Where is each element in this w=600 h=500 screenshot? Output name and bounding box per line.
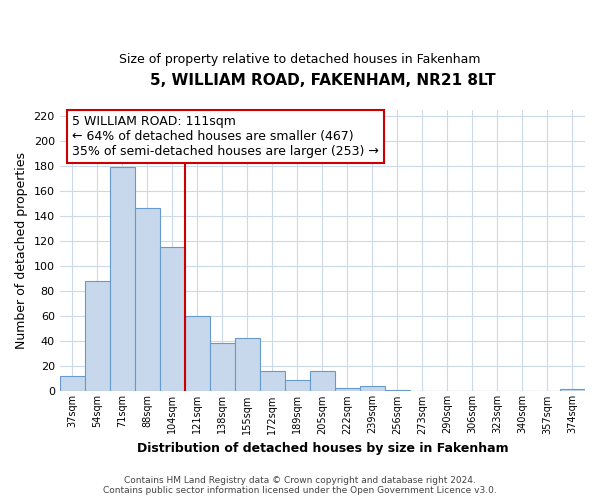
Bar — [260, 372, 285, 392]
Bar — [135, 208, 160, 392]
Text: Contains HM Land Registry data © Crown copyright and database right 2024.
Contai: Contains HM Land Registry data © Crown c… — [103, 476, 497, 495]
X-axis label: Distribution of detached houses by size in Fakenham: Distribution of detached houses by size … — [137, 442, 508, 455]
Bar — [360, 386, 385, 392]
Bar — [185, 316, 210, 392]
Bar — [310, 372, 335, 392]
Bar — [210, 342, 235, 392]
Text: Size of property relative to detached houses in Fakenham: Size of property relative to detached ho… — [119, 52, 481, 66]
Bar — [59, 376, 85, 392]
Text: 5 WILLIAM ROAD: 111sqm
← 64% of detached houses are smaller (467)
35% of semi-de: 5 WILLIAM ROAD: 111sqm ← 64% of detached… — [72, 114, 379, 158]
Bar — [85, 281, 110, 392]
Bar — [160, 248, 185, 392]
Y-axis label: Number of detached properties: Number of detached properties — [15, 152, 28, 349]
Bar — [235, 338, 260, 392]
Bar — [110, 167, 135, 392]
Bar — [385, 390, 410, 392]
Bar — [285, 380, 310, 392]
Bar — [560, 389, 585, 392]
Bar — [335, 388, 360, 392]
Title: 5, WILLIAM ROAD, FAKENHAM, NR21 8LT: 5, WILLIAM ROAD, FAKENHAM, NR21 8LT — [149, 72, 495, 88]
